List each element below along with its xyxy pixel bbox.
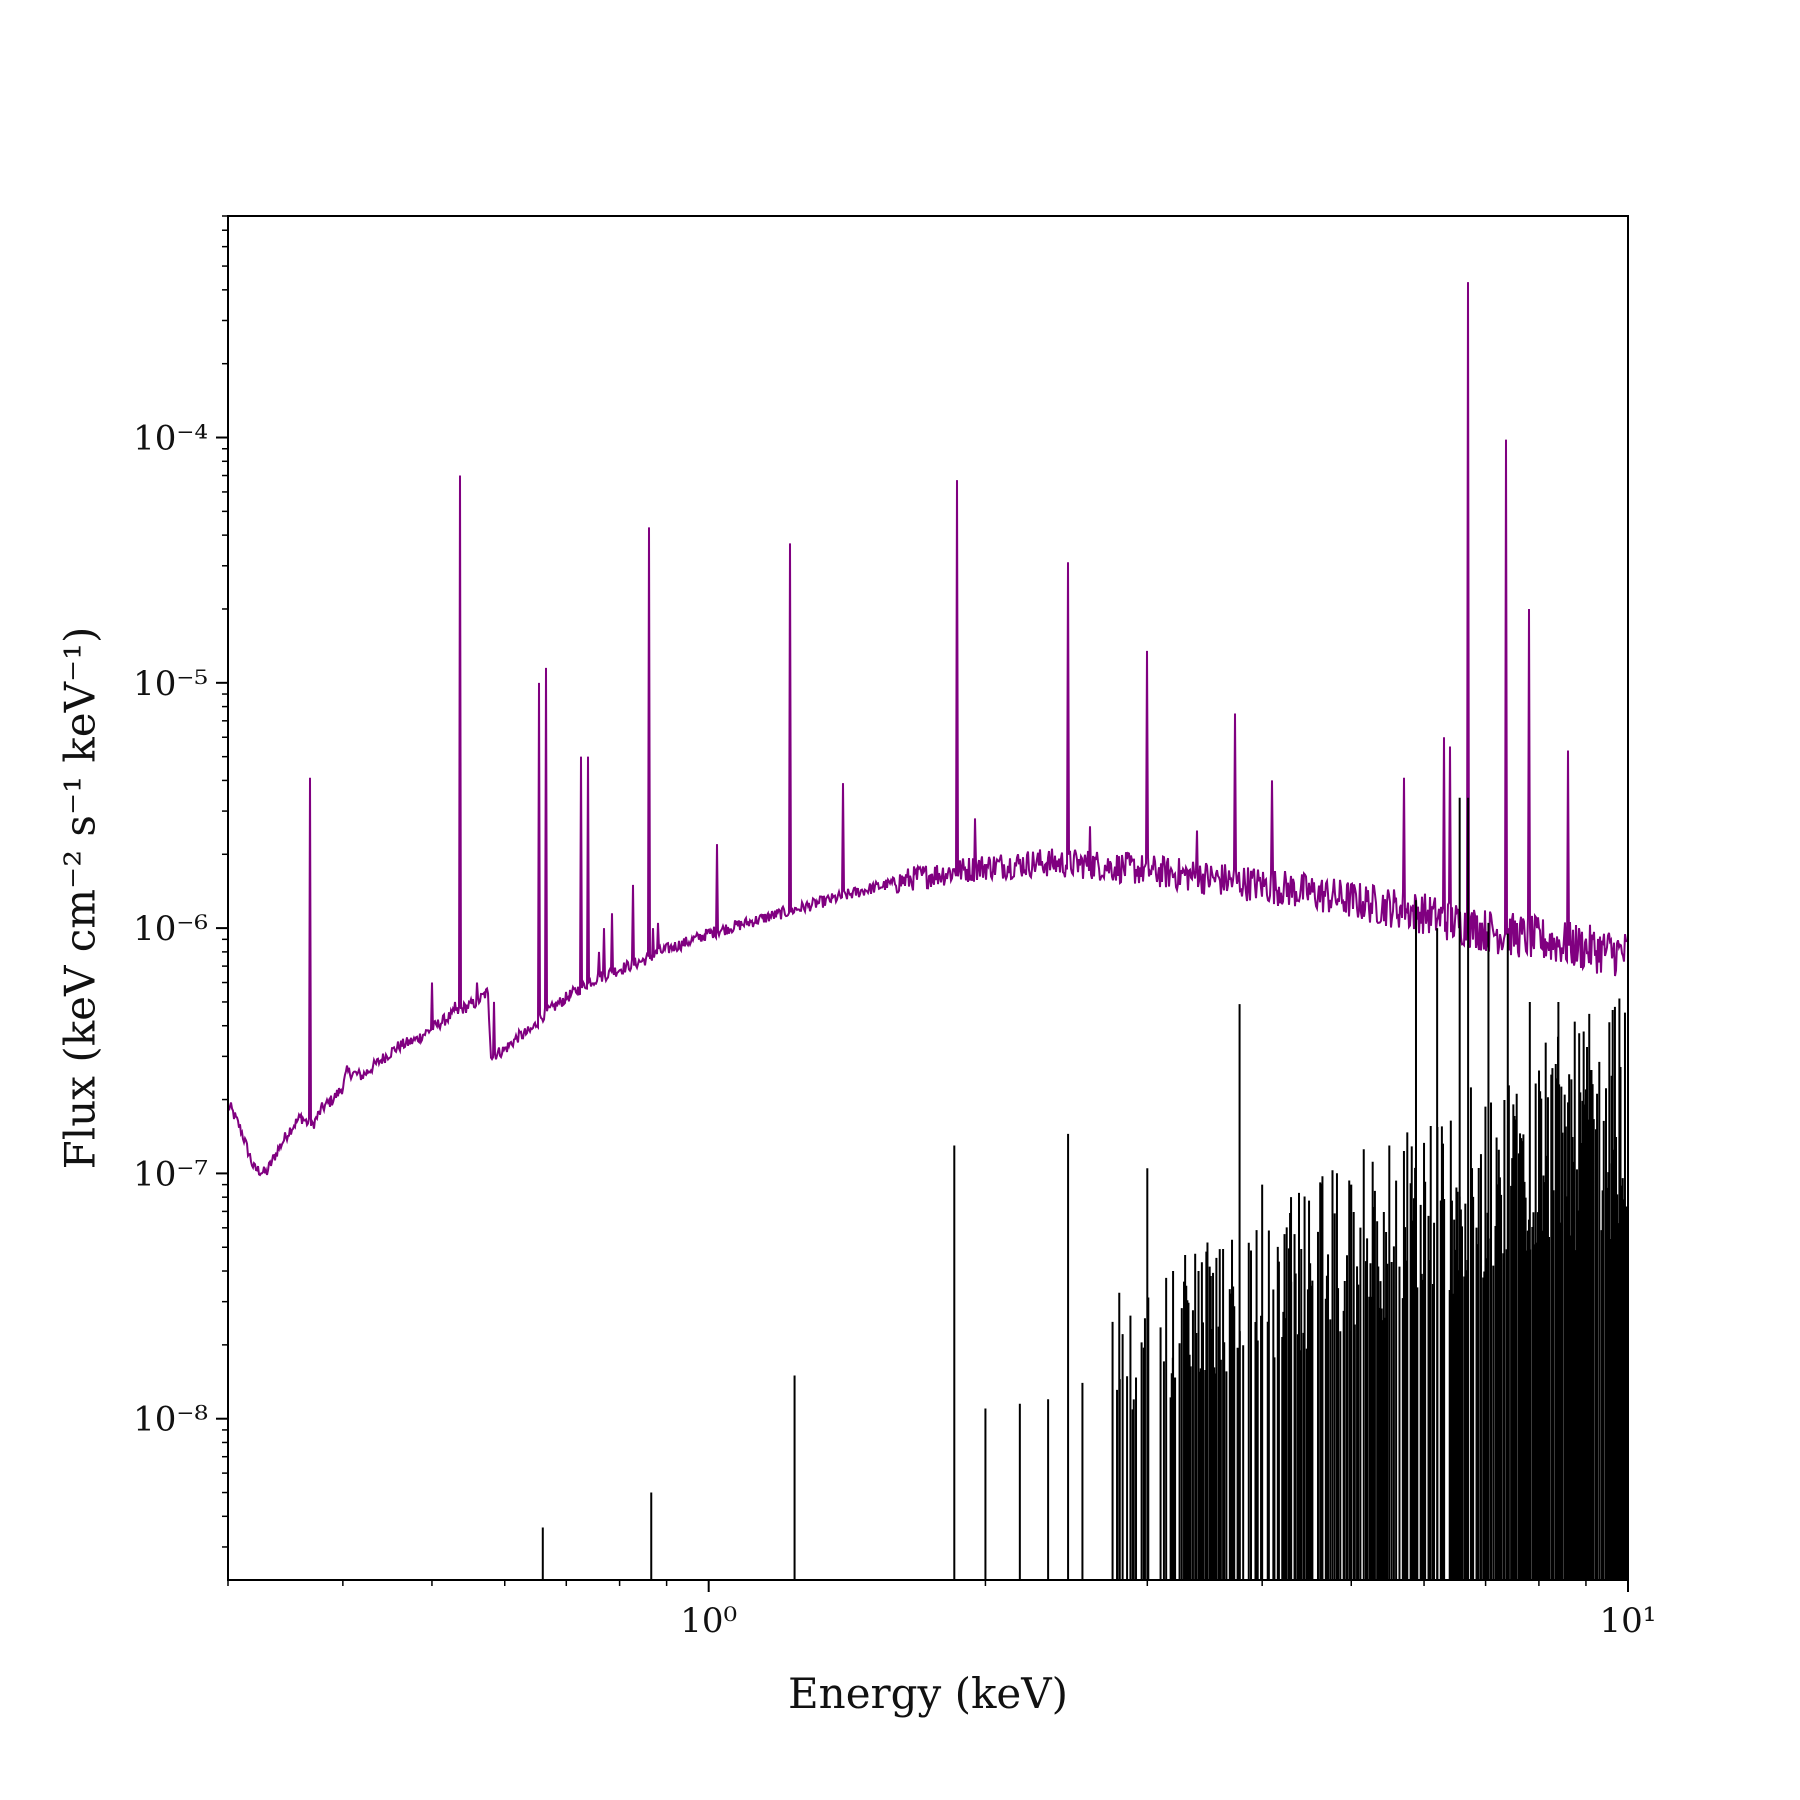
- x-tick-label: 10¹: [1600, 1601, 1657, 1641]
- x-tick-label: 10⁰: [680, 1601, 737, 1641]
- data-layer: [228, 282, 1628, 1580]
- x-axis-label: Energy (keV): [788, 1669, 1068, 1718]
- y-tick-label: 10⁻⁶: [133, 909, 208, 949]
- series-observed-spectrum: [541, 797, 1628, 1580]
- y-axis-label: Flux (keV cm⁻² s⁻¹ keV⁻¹): [56, 627, 105, 1170]
- y-tick-label: 10⁻⁴: [133, 419, 208, 459]
- y-tick-label: 10⁻⁷: [133, 1154, 208, 1194]
- series-model-spectrum: [228, 282, 1628, 1177]
- plot-frame: [227, 215, 1629, 1581]
- y-tick-label: 10⁻⁸: [133, 1400, 208, 1440]
- ticks-layer: 10⁰ 10¹ 10⁻⁸ 10⁻⁷ 10⁻⁶ 10⁻⁵ 10⁻⁴: [133, 215, 1657, 1641]
- y-tick-label: 10⁻⁵: [133, 664, 208, 704]
